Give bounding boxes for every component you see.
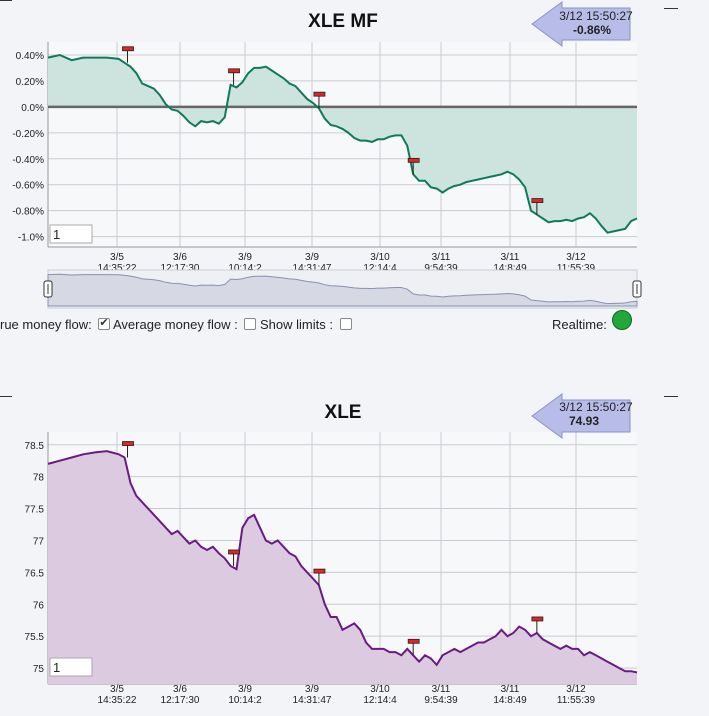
mf-chart-title: XLE MF xyxy=(308,11,378,32)
navigator-series xyxy=(47,273,638,307)
x-tick-date: 3/12 xyxy=(566,252,586,263)
x-tick-time: 11:55:39 xyxy=(557,695,596,706)
mf-series-line xyxy=(47,53,638,234)
y-tick-label: 76 xyxy=(33,600,45,611)
mf-x-ticks: 3/514:35:223/612:17:303/910:14:23/914:31… xyxy=(98,252,596,274)
price-y-ticks: 78.5 78 77.5 77 76.5 76 75.5 75 xyxy=(25,441,45,675)
x-tick-date: 3/11 xyxy=(501,684,520,695)
x-tick-time: 10:14:2 xyxy=(228,263,262,274)
event-marker[interactable] xyxy=(122,441,134,458)
x-tick-date: 3/9 xyxy=(238,684,252,695)
event-marker[interactable] xyxy=(228,549,240,566)
true-money-flow-checkbox[interactable] xyxy=(98,316,111,330)
x-tick-time: 12:14:4 xyxy=(363,263,397,274)
y-tick-label: 77 xyxy=(33,536,45,547)
price-tooltip-time: 3/12 15:50:27 xyxy=(559,400,633,414)
realtime-status-indicator[interactable] xyxy=(612,310,632,330)
price-markers xyxy=(122,441,544,656)
event-marker[interactable] xyxy=(313,568,326,586)
mf-zoom-input[interactable] xyxy=(49,224,93,244)
x-tick-date: 3/6 xyxy=(173,684,187,695)
x-tick-time: 14:8:49 xyxy=(493,263,527,274)
x-tick-date: 3/11 xyxy=(501,252,520,263)
average-money-flow-label: Average money flow : xyxy=(113,317,238,332)
mf-tooltip-value: -0.86% xyxy=(573,23,611,37)
y-tick-label: -1.0% xyxy=(18,233,44,244)
price-zoom-input[interactable] xyxy=(49,657,93,677)
x-tick-time: 11:55:39 xyxy=(557,263,596,274)
mf-markers xyxy=(122,46,544,215)
x-tick-date: 3/10 xyxy=(370,684,390,695)
event-marker[interactable] xyxy=(122,46,134,63)
x-tick-date: 3/5 xyxy=(110,684,124,695)
x-tick-date: 3/5 xyxy=(110,252,124,263)
x-tick-time: 14:8:49 xyxy=(493,695,527,706)
y-tick-label: 75.5 xyxy=(25,632,45,643)
range-navigator[interactable] xyxy=(43,269,642,309)
y-tick-label: 78.5 xyxy=(25,441,45,452)
controls-bar: rue money flow: Average money flow : Sho… xyxy=(0,314,709,336)
y-tick-label: 75 xyxy=(33,664,45,675)
event-marker[interactable] xyxy=(407,157,420,175)
realtime-label: Realtime: xyxy=(552,317,607,332)
y-tick-label: 0.40% xyxy=(16,51,44,62)
show-limits-label: Show limits : xyxy=(260,317,333,332)
y-tick-label: -0.20% xyxy=(12,129,44,140)
y-tick-label: 76.5 xyxy=(25,568,45,579)
x-tick-date: 3/10 xyxy=(370,252,390,263)
x-tick-date: 3/9 xyxy=(305,684,319,695)
price-tooltip[interactable]: 3/12 15:50:27 74.93 xyxy=(531,393,633,439)
price-chart-title: XLE xyxy=(325,402,362,423)
event-marker[interactable] xyxy=(531,616,544,633)
mf-y-ticks: 0.40% 0.20% 0.0% -0.20% -0.40% -0.60% -0.80% -1… xyxy=(12,51,44,244)
true-money-flow-label: rue money flow: xyxy=(0,317,92,332)
y-tick-label: -0.60% xyxy=(12,181,44,192)
x-tick-time: 12:14:4 xyxy=(363,695,397,706)
y-tick-label: 77.5 xyxy=(25,505,45,516)
mf-zoom-input-value: 1 xyxy=(53,227,60,242)
price-series-line xyxy=(47,450,638,674)
mf-tooltip-time: 3/12 15:50:27 xyxy=(559,9,633,23)
y-tick-label: -0.80% xyxy=(12,207,44,218)
mf-area xyxy=(48,55,637,233)
x-tick-time: 14:31:47 xyxy=(293,695,332,706)
event-marker[interactable] xyxy=(531,198,544,215)
x-tick-time: 9:54:39 xyxy=(424,263,458,274)
x-tick-date: 3/9 xyxy=(305,252,319,263)
x-tick-date: 3/11 xyxy=(432,252,451,263)
x-tick-time: 12:17:30 xyxy=(161,263,200,274)
show-limits-checkbox[interactable] xyxy=(339,318,352,330)
x-tick-time: 14:31:47 xyxy=(293,263,332,274)
y-tick-label: -0.40% xyxy=(12,155,44,166)
price-zoom-input-value: 1 xyxy=(53,660,60,675)
price-area xyxy=(48,451,637,684)
event-marker[interactable] xyxy=(228,68,240,85)
price-tooltip-value: 74.93 xyxy=(569,414,599,428)
money-flow-chart: 0.40% 0.20% 0.0% -0.20% -0.40% -0.60% -0.80% -1… xyxy=(12,1,642,309)
y-tick-label: 0.20% xyxy=(16,77,44,88)
x-tick-time: 12:17:30 xyxy=(161,695,200,706)
x-tick-date: 3/9 xyxy=(238,252,252,263)
x-tick-time: 10:14:2 xyxy=(228,695,262,706)
y-tick-label: 78 xyxy=(33,473,45,484)
average-money-flow-checkbox[interactable] xyxy=(244,318,257,330)
y-tick-label: 0.0% xyxy=(21,103,44,114)
x-tick-time: 14:35:22 xyxy=(98,695,137,706)
mf-tooltip[interactable]: 3/12 15:50:27 -0.86% xyxy=(531,1,633,47)
x-tick-time: 9:54:39 xyxy=(424,695,458,706)
event-marker[interactable] xyxy=(313,91,326,109)
x-tick-date: 3/6 xyxy=(173,252,187,263)
price-x-ticks: 3/514:35:223/612:17:303/910:14:23/914:31… xyxy=(98,684,596,706)
x-tick-date: 3/12 xyxy=(566,684,586,695)
x-tick-time: 14:35:22 xyxy=(98,263,137,274)
x-tick-date: 3/11 xyxy=(432,684,451,695)
event-marker[interactable] xyxy=(407,638,420,656)
